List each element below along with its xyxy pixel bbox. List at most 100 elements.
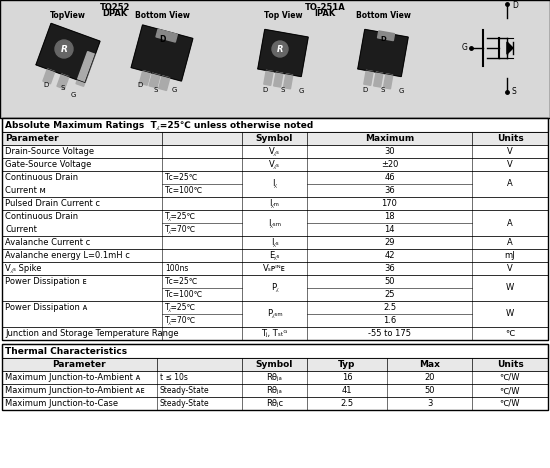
Bar (2, 145, 548, 158)
Text: G: G (171, 87, 177, 93)
Text: t ≤ 10s: t ≤ 10s (160, 373, 188, 382)
Text: Steady-State: Steady-State (160, 386, 210, 395)
Text: Max: Max (419, 360, 440, 369)
Text: Pulsed Drain Current ᴄ: Pulsed Drain Current ᴄ (5, 199, 100, 208)
Bar (2, 262, 548, 275)
Text: ±20: ±20 (381, 160, 398, 169)
Text: Continuous Drain: Continuous Drain (5, 173, 78, 182)
Bar (2, 158, 548, 171)
Polygon shape (159, 76, 170, 90)
Text: V: V (507, 264, 513, 273)
Bar (2, 344, 548, 358)
Text: D: D (138, 82, 142, 88)
Text: 42: 42 (384, 251, 395, 260)
Text: Drain-Source Voltage: Drain-Source Voltage (5, 147, 94, 156)
Polygon shape (274, 72, 283, 87)
Text: Avalanche energy L=0.1mH ᴄ: Avalanche energy L=0.1mH ᴄ (5, 251, 130, 260)
Text: Symbol: Symbol (256, 360, 293, 369)
Text: Typ: Typ (338, 360, 356, 369)
Text: V: V (507, 147, 513, 156)
Text: Vₛᴘᴵᴺᴇ: Vₛᴘᴵᴺᴇ (263, 264, 286, 273)
Text: Maximum Junction-to-Case: Maximum Junction-to-Case (5, 399, 118, 408)
Text: V⁁ₛ Spike: V⁁ₛ Spike (5, 264, 41, 273)
Text: Parameter: Parameter (52, 360, 106, 369)
Text: E⁁ₛ: E⁁ₛ (270, 251, 280, 260)
Bar (2, 171, 548, 197)
Text: G: G (70, 92, 76, 98)
Text: Maximum Junction-to-Ambient ᴀ: Maximum Junction-to-Ambient ᴀ (5, 373, 140, 382)
Text: A: A (507, 219, 513, 227)
Text: Maximum: Maximum (365, 134, 414, 143)
Text: D: D (362, 87, 367, 93)
Polygon shape (149, 73, 160, 88)
Text: -55 to 175: -55 to 175 (368, 329, 411, 338)
Text: Maximum Junction-to-Ambient ᴀᴇ: Maximum Junction-to-Ambient ᴀᴇ (5, 386, 145, 395)
Text: 2.5: 2.5 (340, 399, 354, 408)
Circle shape (55, 40, 73, 58)
Text: Power Dissipation ᴀ: Power Dissipation ᴀ (5, 303, 87, 312)
Text: T⁁=25℃: T⁁=25℃ (165, 303, 196, 312)
Text: Rθⱼₐ: Rθⱼₐ (267, 373, 283, 382)
Text: 25: 25 (384, 290, 395, 299)
Text: ℃/W: ℃/W (500, 399, 520, 408)
Text: Current ᴍ: Current ᴍ (5, 186, 46, 195)
Bar (2, 358, 548, 371)
Bar (2, 210, 548, 236)
Text: S: S (512, 87, 517, 95)
Bar (2, 301, 548, 327)
Polygon shape (156, 29, 177, 42)
Text: Rθⱼₐ: Rθⱼₐ (267, 386, 283, 395)
Text: V⁁ₛ: V⁁ₛ (269, 160, 280, 169)
Bar (0, 0, 550, 118)
Text: 1.6: 1.6 (383, 316, 396, 325)
Text: P⁁ₛₘ: P⁁ₛₘ (267, 309, 282, 319)
Text: A: A (507, 238, 513, 247)
Text: 29: 29 (384, 238, 395, 247)
Text: Tᴄ=25℃: Tᴄ=25℃ (165, 173, 199, 182)
Text: S: S (61, 85, 65, 91)
Text: T⁁=25℃: T⁁=25℃ (165, 212, 196, 221)
Text: T⁁=70℃: T⁁=70℃ (165, 225, 196, 234)
Text: mJ: mJ (505, 251, 515, 260)
Text: I⁁ₛ: I⁁ₛ (271, 238, 278, 247)
Text: IPAK: IPAK (315, 9, 336, 18)
Bar (2, 275, 548, 301)
Text: R: R (277, 44, 283, 53)
Text: W: W (506, 309, 514, 319)
Text: Steady-State: Steady-State (160, 399, 210, 408)
Bar (2, 344, 548, 410)
Text: 18: 18 (384, 212, 395, 221)
Text: Parameter: Parameter (5, 134, 59, 143)
Text: 46: 46 (384, 173, 395, 182)
Text: TO-251A: TO-251A (305, 3, 345, 12)
Text: Units: Units (497, 134, 524, 143)
Bar (2, 236, 548, 249)
Text: D: D (159, 35, 165, 44)
Bar (2, 132, 548, 145)
Circle shape (272, 41, 288, 57)
Polygon shape (283, 74, 293, 89)
Text: ℃/W: ℃/W (500, 386, 520, 395)
Bar (2, 118, 548, 340)
Text: G: G (462, 44, 468, 52)
Text: V: V (507, 160, 513, 169)
Text: Rθⱼᴄ: Rθⱼᴄ (266, 399, 283, 408)
Text: 16: 16 (342, 373, 353, 382)
Text: T⁁=70℃: T⁁=70℃ (165, 316, 196, 325)
Text: 36: 36 (384, 264, 395, 273)
Text: 50: 50 (424, 386, 434, 395)
Text: D: D (380, 36, 386, 42)
Text: Thermal Characteristics: Thermal Characteristics (5, 346, 127, 356)
Polygon shape (131, 25, 193, 81)
Text: Tᴄ=100℃: Tᴄ=100℃ (165, 186, 204, 195)
Text: W: W (506, 284, 514, 292)
Text: Bottom View: Bottom View (355, 11, 410, 20)
Bar (2, 249, 548, 262)
Text: Continuous Drain: Continuous Drain (5, 212, 78, 221)
Polygon shape (507, 42, 513, 54)
Bar (2, 197, 548, 210)
Text: D: D (262, 87, 268, 93)
Text: S: S (154, 87, 158, 93)
Text: R: R (60, 44, 68, 53)
Text: S: S (381, 87, 385, 93)
